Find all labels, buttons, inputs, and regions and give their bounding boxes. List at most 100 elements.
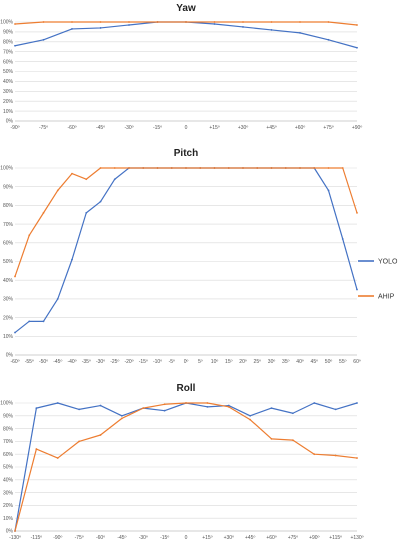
data-point-yolo bbox=[356, 46, 358, 49]
x-tick-label: -130º bbox=[9, 535, 21, 541]
x-tick-label: -45º bbox=[96, 125, 105, 131]
x-tick-label: -15º bbox=[139, 359, 148, 365]
yaw-chart: Yaw 0% 10% 20% 30% 40% 50% 60% 70% 80% 90% 100% -90º… bbox=[0, 3, 362, 131]
x-tick-label: +45º bbox=[245, 535, 255, 541]
data-point-yolo bbox=[327, 189, 330, 192]
y-tick-label: 50% bbox=[3, 465, 14, 471]
data-point-ahip bbox=[185, 167, 187, 169]
y-tick-label: 40% bbox=[3, 478, 14, 484]
data-point-ahip bbox=[242, 167, 244, 169]
data-point-ahip bbox=[113, 167, 116, 169]
data-point-ahip bbox=[120, 417, 123, 420]
y-tick-label: 100% bbox=[0, 166, 13, 172]
x-tick-label: +15º bbox=[209, 125, 219, 131]
data-point-yolo bbox=[71, 28, 73, 30]
y-tick-label: 50% bbox=[3, 69, 14, 75]
data-point-ahip bbox=[99, 434, 102, 436]
data-point-ahip bbox=[42, 211, 45, 214]
y-tick-label: 60% bbox=[3, 452, 14, 458]
data-point-ahip bbox=[213, 21, 216, 23]
data-point-ahip bbox=[85, 178, 88, 181]
data-point-yolo bbox=[270, 29, 273, 31]
y-tick-label: 10% bbox=[3, 516, 14, 522]
y-tick-label: 100% bbox=[0, 20, 13, 26]
x-tick-label: -15º bbox=[160, 535, 169, 541]
data-point-ahip bbox=[356, 24, 358, 26]
data-point-yolo bbox=[334, 408, 337, 411]
data-point-yolo bbox=[213, 23, 216, 25]
data-point-ahip bbox=[14, 275, 16, 278]
x-tick-label: -30º bbox=[96, 359, 105, 365]
y-tick-label: 20% bbox=[3, 503, 14, 509]
data-point-yolo bbox=[99, 200, 102, 203]
y-tick-label: 80% bbox=[3, 203, 14, 209]
data-point-ahip bbox=[170, 167, 173, 169]
x-tick-label: +30º bbox=[238, 125, 248, 131]
data-point-ahip bbox=[185, 402, 187, 404]
y-tick-label: 70% bbox=[3, 49, 14, 55]
data-point-ahip bbox=[327, 21, 330, 23]
data-point-ahip bbox=[99, 21, 102, 23]
y-tick-label: 100% bbox=[0, 401, 13, 407]
y-tick-label: 40% bbox=[3, 278, 14, 284]
x-tick-label: -115º bbox=[31, 535, 43, 541]
y-tick-label: 80% bbox=[3, 40, 14, 46]
data-point-yolo bbox=[99, 27, 102, 29]
y-tick-label: 60% bbox=[3, 241, 14, 247]
data-point-ahip bbox=[299, 21, 301, 23]
y-tick-label: 50% bbox=[3, 259, 14, 265]
chart-title: Pitch bbox=[174, 148, 198, 159]
x-tick-label: -15º bbox=[153, 125, 162, 131]
data-point-ahip bbox=[128, 21, 130, 23]
x-tick-label: 35º bbox=[282, 359, 290, 365]
data-point-yolo bbox=[313, 402, 316, 404]
series-line-yolo bbox=[14, 21, 358, 49]
y-tick-label: 0% bbox=[6, 119, 14, 125]
x-tick-label: 0º bbox=[184, 359, 189, 365]
x-tick-label: +75º bbox=[323, 125, 333, 131]
x-tick-label: 25º bbox=[254, 359, 262, 365]
data-point-yolo bbox=[120, 414, 123, 417]
data-point-ahip bbox=[341, 167, 344, 169]
data-point-yolo bbox=[206, 405, 209, 408]
data-point-ahip bbox=[28, 234, 31, 237]
x-tick-label: -50º bbox=[39, 359, 48, 365]
y-tick-label: 30% bbox=[3, 490, 14, 496]
x-tick-label: +90º bbox=[352, 125, 362, 131]
data-point-yolo bbox=[356, 288, 358, 291]
chart-title: Yaw bbox=[176, 3, 196, 14]
x-tick-label: 40º bbox=[296, 359, 304, 365]
y-tick-label: 40% bbox=[3, 79, 14, 85]
data-point-ahip bbox=[270, 437, 273, 440]
data-point-yolo bbox=[14, 44, 16, 47]
data-point-ahip bbox=[78, 440, 81, 443]
y-tick-label: 30% bbox=[3, 89, 14, 95]
data-point-ahip bbox=[327, 167, 330, 169]
data-point-yolo bbox=[356, 402, 358, 404]
x-tick-label: 0 bbox=[185, 535, 188, 541]
data-point-yolo bbox=[249, 414, 252, 417]
y-tick-label: 10% bbox=[3, 109, 14, 115]
data-point-ahip bbox=[206, 402, 209, 404]
data-point-ahip bbox=[249, 418, 252, 421]
data-point-ahip bbox=[270, 167, 273, 169]
data-point-yolo bbox=[163, 409, 166, 412]
data-point-yolo bbox=[71, 258, 73, 261]
data-point-ahip bbox=[14, 23, 16, 25]
x-tick-label: +60º bbox=[295, 125, 305, 131]
y-tick-label: 90% bbox=[3, 184, 14, 190]
y-tick-label: 30% bbox=[3, 297, 14, 303]
y-tick-label: 70% bbox=[3, 222, 14, 228]
data-point-ahip bbox=[227, 167, 230, 169]
data-point-ahip bbox=[356, 457, 358, 459]
x-tick-label: -90º bbox=[53, 535, 62, 541]
roll-chart: Roll 0% 10% 20% 30% 40% 50% 60% 70% 80% 90% 100% -13… bbox=[0, 383, 364, 541]
legend: YOLO AHIP bbox=[358, 259, 398, 301]
data-point-yolo bbox=[270, 407, 273, 410]
data-point-ahip bbox=[356, 211, 358, 214]
data-point-yolo bbox=[299, 31, 301, 34]
y-tick-label: 0% bbox=[6, 529, 14, 535]
data-point-ahip bbox=[227, 405, 230, 408]
data-point-ahip bbox=[142, 407, 145, 410]
x-tick-label: -60º bbox=[67, 125, 76, 131]
